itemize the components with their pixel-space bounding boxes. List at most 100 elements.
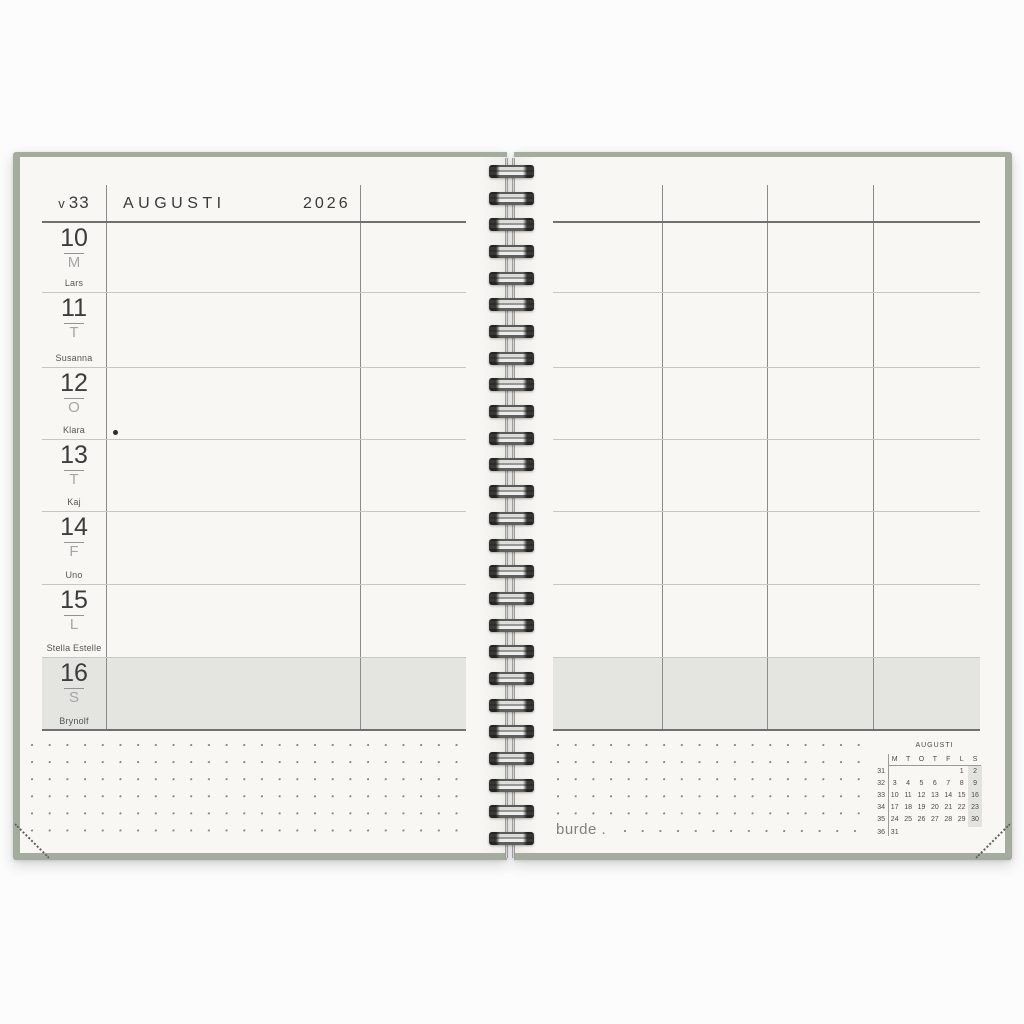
mc-day: 31 [890, 828, 899, 836]
row-rule [553, 367, 980, 368]
header-rule [553, 221, 980, 223]
month-title: AUGUSTI [123, 195, 226, 212]
spiral-wire [512, 158, 515, 858]
mc-day-header: M [891, 755, 898, 763]
spiral-loop [489, 778, 534, 792]
mc-week-number: 36 [877, 828, 885, 836]
mc-day-header: F [946, 755, 951, 763]
name-day: Kaj [67, 497, 81, 507]
row-rule [42, 657, 466, 658]
day-row-wednesday: 12 O Klara [20, 367, 507, 439]
weekday-letter: S [68, 689, 79, 707]
row-rule [553, 439, 980, 440]
right-page: burde . AUGUSTI M T O T F L S 31 [514, 157, 1011, 859]
mc-day: 1 [959, 767, 964, 775]
right-page-column-line-1 [662, 185, 664, 730]
weekday-letter: T [69, 471, 79, 489]
spiral-loop [489, 431, 534, 445]
mc-day: 28 [944, 816, 953, 824]
mc-day: 22 [957, 804, 966, 812]
day-underline [64, 542, 84, 544]
row-rule [42, 291, 466, 293]
mc-day: 17 [890, 804, 899, 812]
week-label: v 33 [42, 193, 106, 213]
mc-day: 19 [917, 804, 926, 812]
spiral-loop [489, 671, 534, 685]
bottom-rule [553, 729, 980, 731]
day-underline [64, 322, 84, 324]
row-rule [553, 511, 980, 512]
day-label: 12 O Klara [42, 367, 106, 439]
year-title: 2026 [303, 195, 351, 212]
mc-day: 27 [930, 816, 939, 824]
mini-calendar-header-rule [888, 765, 981, 766]
mc-day-header: S [972, 755, 978, 763]
spiral-loop [489, 725, 534, 739]
mc-day: 4 [906, 779, 911, 787]
mc-day: 15 [957, 791, 966, 799]
mc-week-number: 34 [877, 804, 885, 812]
spiral-wire [505, 158, 508, 858]
name-day: Susanna [55, 353, 93, 363]
spiral-loop [489, 271, 534, 285]
spiral-loop [489, 618, 534, 632]
day-label: 10 M Lars [42, 222, 106, 292]
day-underline [64, 253, 84, 255]
mc-day: 2 [973, 767, 977, 775]
bottom-rule [42, 729, 466, 731]
mc-day-header: T [932, 755, 937, 763]
row-rule [553, 657, 980, 658]
day-label: 16 S Brynolf [42, 657, 106, 730]
mc-week-number: 35 [877, 816, 885, 824]
name-day: Uno [65, 570, 83, 580]
mc-week-number: 31 [877, 767, 885, 775]
spiral-loop [489, 698, 534, 712]
mini-calendar-grid: M T O T F L S 31 1 2 32 3 [874, 753, 982, 838]
sunday-row-shade [42, 657, 466, 730]
day-date: 14 [60, 513, 88, 541]
weekday-letter: L [69, 616, 79, 634]
name-day: Lars [64, 277, 84, 288]
row-rule [42, 367, 466, 368]
spiral-loop [489, 351, 534, 365]
day-date: 13 [60, 441, 88, 469]
dot-grid-left [30, 743, 462, 835]
right-page-column-line-2 [767, 185, 769, 730]
mc-day-header: L [959, 755, 964, 763]
left-page: v 33 AUGUSTI 2026 10 M Lars 11 T Susanna [14, 157, 507, 859]
mini-calendar-sunday-column-shade [968, 765, 982, 827]
weekday-letter: O [68, 399, 80, 417]
spiral-loop [489, 165, 534, 178]
mc-day: 7 [946, 779, 951, 787]
name-day: Stella Estelle [46, 643, 102, 653]
ink-dot-mark [113, 430, 118, 435]
day-row-tuesday: 11 T Susanna [20, 292, 507, 368]
day-underline [64, 470, 84, 472]
mc-day: 8 [959, 779, 964, 787]
mc-day: 6 [932, 779, 937, 787]
day-label: 13 T Kaj [42, 439, 106, 511]
spiral-loop [489, 751, 534, 765]
mc-day: 25 [904, 816, 912, 824]
mini-calendar-divider-line [888, 754, 889, 836]
week-prefix: v [58, 196, 65, 211]
mc-day: 30 [971, 816, 979, 824]
mini-calendar: AUGUSTI M T O T F L S 31 [874, 742, 986, 852]
mc-day: 29 [957, 816, 966, 824]
day-date: 10 [60, 224, 88, 252]
mc-day: 12 [917, 791, 926, 799]
spiral-loop [489, 591, 534, 605]
day-date: 12 [60, 369, 88, 397]
mc-day: 18 [904, 804, 912, 812]
left-page-column-line-1 [106, 185, 108, 730]
week-number: 33 [68, 193, 90, 212]
day-row-sunday: 16 S Brynolf [20, 657, 507, 730]
right-page-column-line-3 [873, 185, 875, 730]
mc-day: 14 [944, 791, 953, 799]
day-row-friday: 14 F Uno [20, 511, 507, 584]
mini-calendar-title: AUGUSTI [915, 742, 954, 749]
weekday-letter: M [67, 254, 81, 272]
day-row-thursday: 13 T Kaj [20, 439, 507, 511]
spiral-loop [489, 245, 534, 259]
